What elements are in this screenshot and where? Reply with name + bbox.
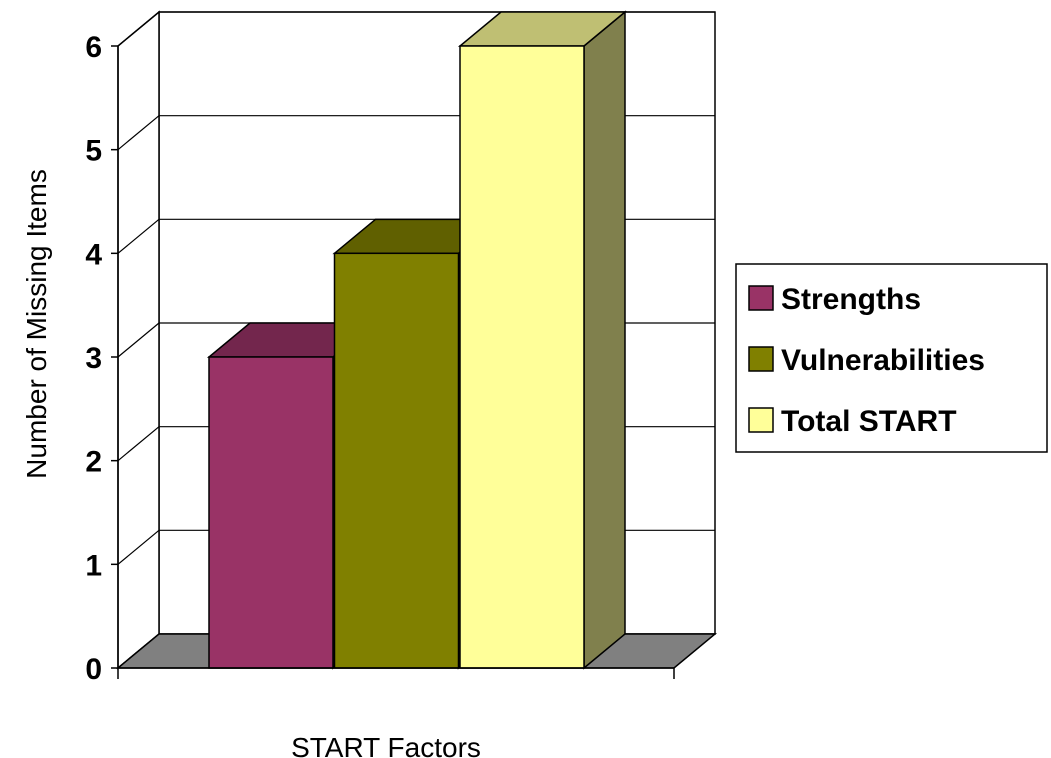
y-tick-label: 2 (85, 446, 102, 479)
legend-swatch (748, 346, 774, 372)
y-tick-labels: 0 1 2 3 4 5 6 (85, 31, 102, 686)
gridline-side (117, 115, 160, 151)
bars (206, 10, 628, 670)
legend-swatch (748, 407, 774, 433)
gridline-side (117, 11, 160, 47)
legend-label: Strengths (781, 283, 921, 316)
bar-front (459, 45, 585, 669)
y-tick-label: 4 (85, 238, 102, 271)
bar-total-start (457, 10, 628, 670)
y-tick-label: 3 (85, 342, 102, 375)
bar-front (333, 252, 460, 669)
y-tick-label: 6 (85, 31, 102, 64)
bar-side (583, 10, 626, 670)
legend: Strengths Vulnerabilities Total START (735, 263, 1048, 453)
gridline-side (117, 426, 160, 462)
legend-box (735, 263, 1048, 453)
bar-front (208, 356, 334, 669)
y-tick-label: 0 (85, 653, 102, 686)
y-axis-title: Number of Missing Items (21, 169, 52, 479)
gridline-side (117, 218, 160, 254)
y-axis (111, 45, 675, 679)
legend-swatch (748, 285, 774, 311)
y-tick-label: 5 (85, 135, 102, 168)
legend-label: Total START (781, 405, 957, 438)
gridline-side (117, 529, 160, 565)
x-axis-title: START Factors (291, 732, 481, 758)
y-tick-label: 1 (85, 549, 102, 582)
gridline-side (117, 322, 160, 358)
legend-label: Vulnerabilities (781, 344, 985, 377)
